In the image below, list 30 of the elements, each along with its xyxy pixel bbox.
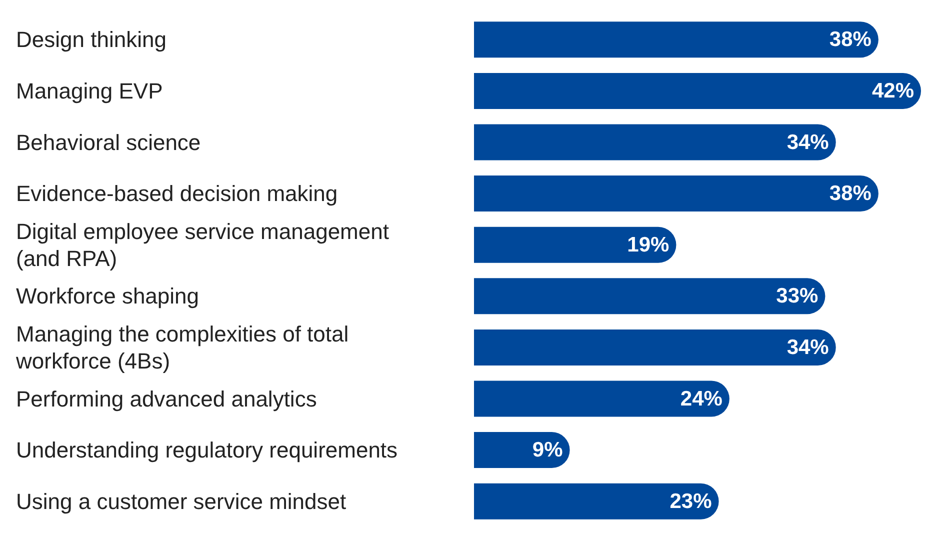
bar bbox=[474, 72, 921, 109]
y-tick-label: Understanding regulatory requirements bbox=[16, 438, 398, 463]
y-tick-label: Behavioral science bbox=[16, 130, 201, 155]
data-label: 42% bbox=[872, 79, 914, 102]
data-label: 23% bbox=[670, 490, 712, 513]
y-tick-label: Performing advanced analytics bbox=[16, 386, 317, 412]
data-label: 33% bbox=[776, 284, 819, 308]
data-label: 9% bbox=[532, 438, 564, 462]
bar bbox=[474, 226, 676, 263]
data-label: 19% bbox=[627, 233, 670, 256]
y-tick-label: Evidence-based decision making bbox=[16, 181, 338, 206]
data-label: 38% bbox=[829, 28, 872, 52]
bar bbox=[474, 278, 826, 314]
y-tick-label: Managing EVP bbox=[16, 78, 163, 104]
bar bbox=[474, 329, 836, 366]
bar bbox=[474, 22, 878, 58]
y-tick-label: Using a customer service mindset bbox=[16, 488, 346, 514]
bar bbox=[474, 483, 719, 520]
data-label: 38% bbox=[829, 182, 872, 206]
bar bbox=[474, 432, 570, 468]
data-label: 34% bbox=[786, 130, 830, 154]
y-tick-label: Design thinking bbox=[16, 27, 166, 52]
data-label: 24% bbox=[680, 387, 723, 410]
bar bbox=[474, 380, 730, 417]
data-label: 34% bbox=[786, 336, 830, 359]
y-tick-label: Digital employee service management (and RPA) bbox=[16, 218, 396, 271]
bar bbox=[474, 176, 878, 212]
bar bbox=[474, 124, 836, 160]
y-tick-label: Workforce shaping bbox=[16, 284, 200, 309]
y-tick-label: Managing the complexities of total workforce (4Bs) bbox=[15, 321, 355, 374]
